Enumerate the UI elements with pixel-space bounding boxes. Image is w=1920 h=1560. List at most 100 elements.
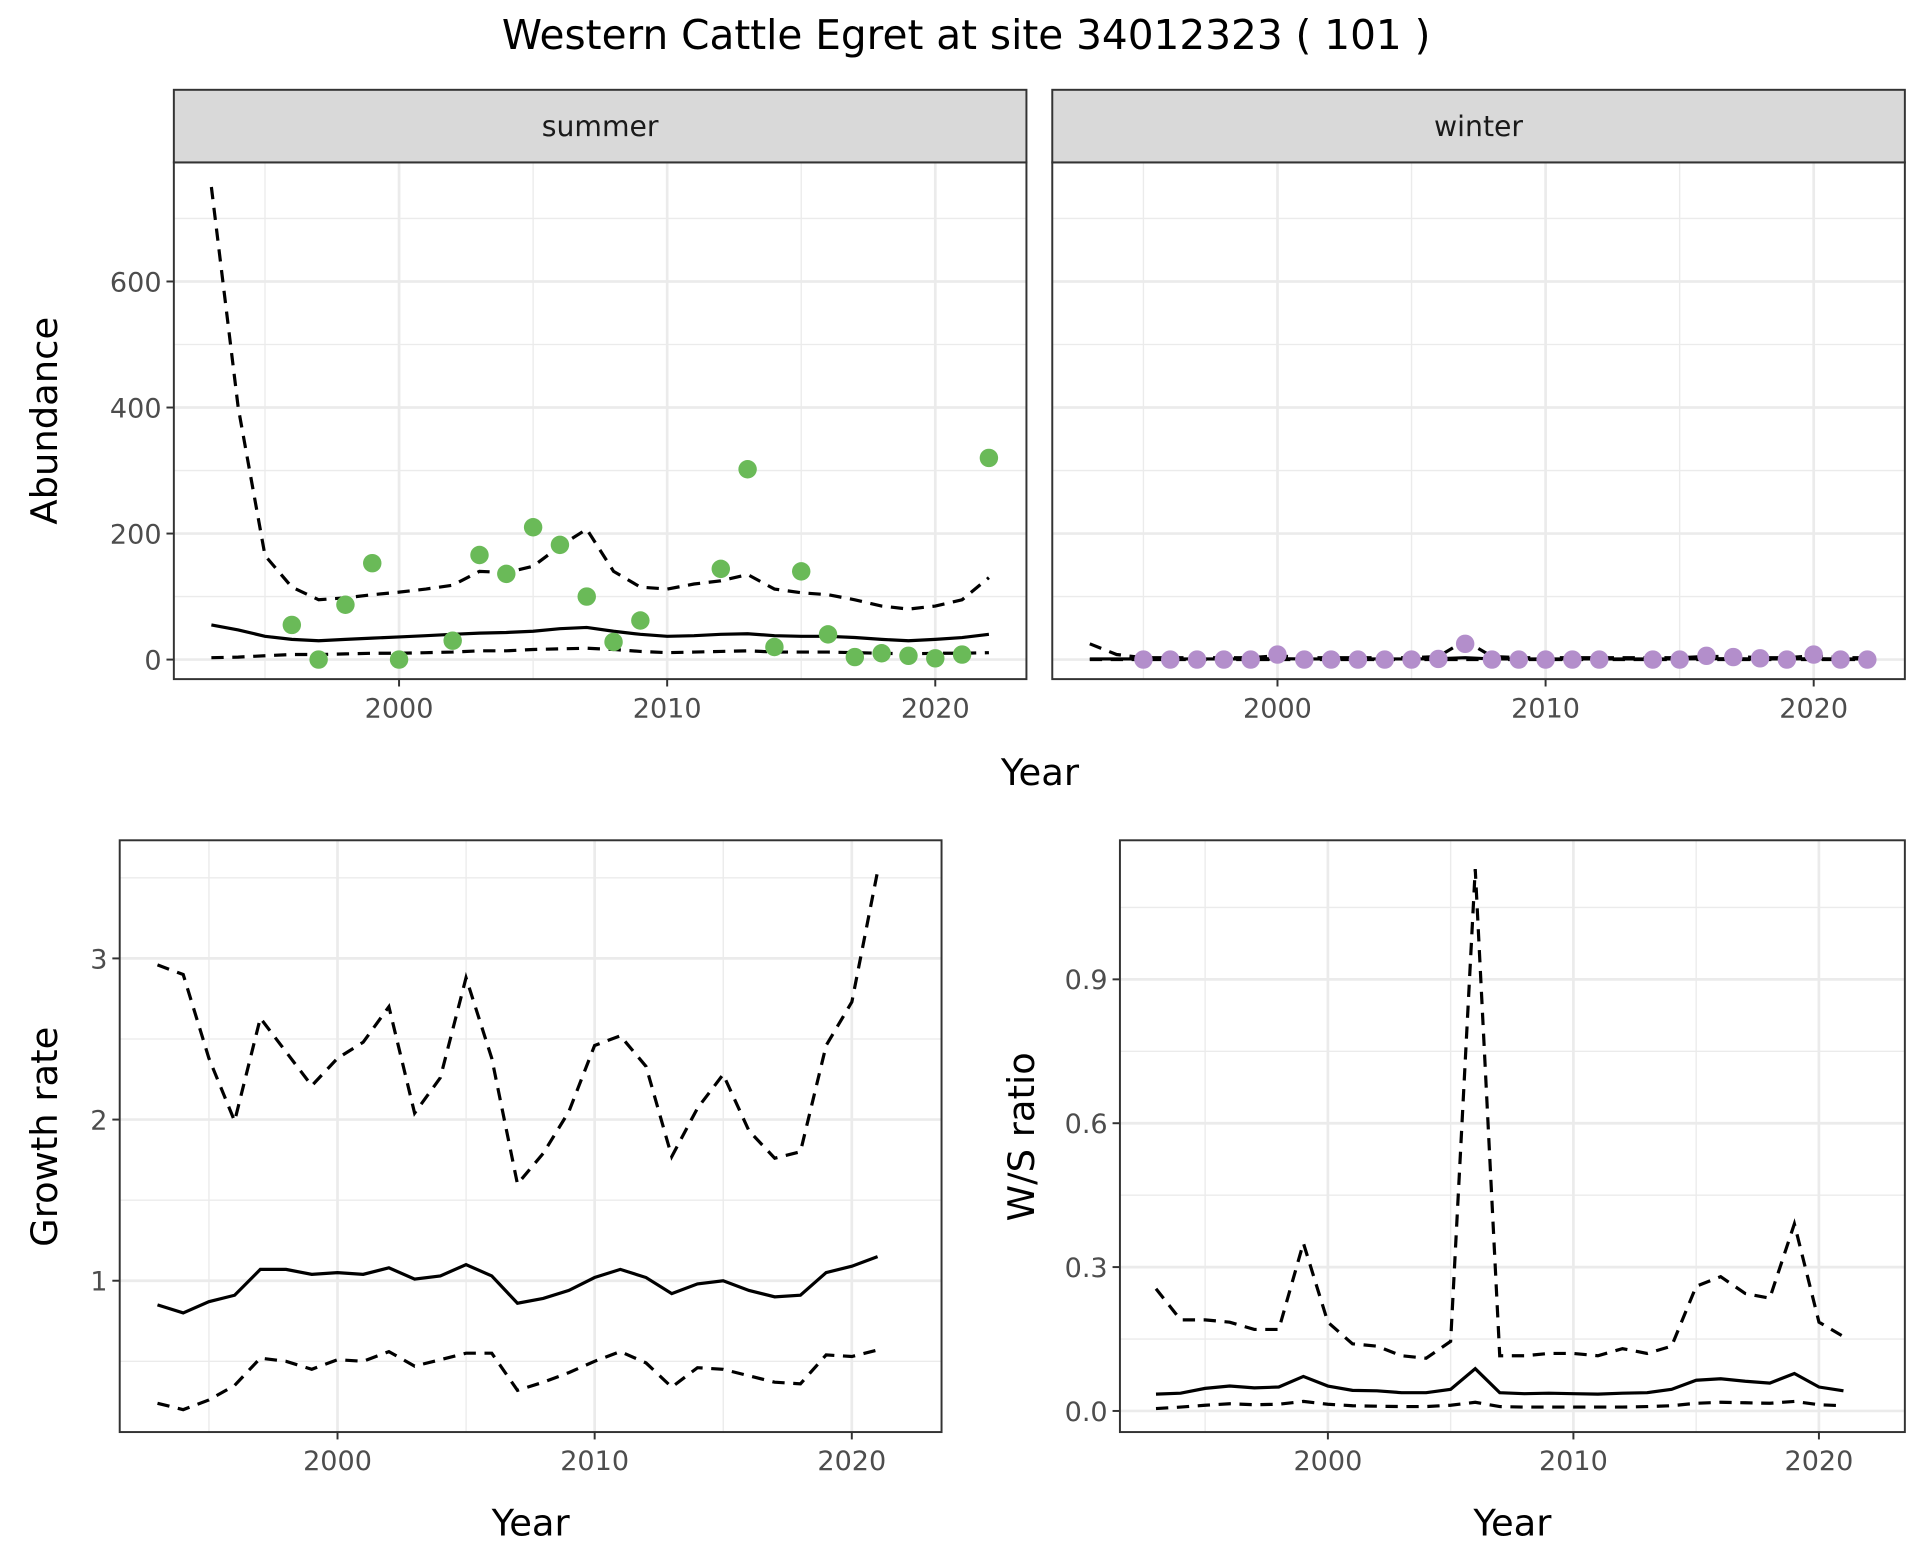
x-tick-label: 2020 [1785,1446,1854,1477]
x-tick-label: 2020 [901,693,970,724]
data-point [550,535,570,555]
data-point [1589,650,1609,669]
data-point [1455,634,1475,654]
y-tick-label: 400 [110,393,162,424]
data-point [711,559,731,579]
data-point [604,632,623,652]
data-point [1214,650,1234,669]
x-axis-label: Year [491,1501,571,1544]
strip-winter [1051,88,1906,164]
data-point [577,587,596,606]
y-axis-label: Growth rate [23,1027,66,1247]
x-tick-label: 2000 [1243,693,1312,724]
x-axis-label: Year [1472,1501,1552,1544]
series-lower [157,1348,878,1412]
data-point [1536,650,1555,669]
y-tick-label: 0.9 [1065,965,1108,996]
strip-label: winter [1434,110,1523,143]
data-point [979,448,999,468]
data-point [952,645,972,664]
data-point [443,631,462,650]
data-point [1750,649,1770,668]
strip-summer [172,88,1028,164]
data-point [363,553,382,573]
data-point [738,460,757,479]
x-axis-label: Year [1000,751,1080,794]
data-point [1268,645,1287,664]
data-point [1402,650,1421,669]
data-point [631,611,650,630]
data-point [1241,650,1260,669]
plot-background [119,840,942,1433]
data-point [1482,650,1502,669]
panel-ratio: 2000 2010 2020 0.0 0.3 0.6 0.9 W/S ratio Year [1000,839,1906,1544]
data-point [1777,650,1797,669]
data-point [899,646,918,666]
x-tick-label: 2020 [817,1446,886,1477]
data-point [309,650,328,669]
x-tick-label: 2000 [1293,1446,1362,1477]
data-point [1295,650,1314,669]
y-tick-label: 1 [90,1267,107,1298]
y-tick-label: 0.3 [1065,1253,1108,1284]
x-tick-label: 2010 [560,1446,629,1477]
y-tick-label: 3 [90,944,107,975]
x-tick-label: 2000 [365,693,434,724]
series-estimate [157,1255,879,1315]
data-point [1429,649,1448,669]
data-point [1348,650,1368,669]
data-point [336,595,355,614]
series-estimate [1155,1366,1844,1396]
data-point [1858,650,1877,669]
plot-background [1119,840,1905,1433]
strip-label: summer [542,110,659,143]
data-point [791,562,811,581]
series-upper [1154,868,1845,1360]
data-point [1321,650,1341,669]
chart-title: Western Cattle Egret at site 34012323 ( … [502,11,1431,59]
plot-background [1052,162,1905,680]
data-point [1804,645,1823,664]
y-tick-label: 2 [90,1105,107,1136]
x-tick-label: 2010 [633,693,702,724]
data-point [1563,650,1582,669]
y-tick-label: 0.6 [1065,1109,1108,1140]
data-point [872,644,891,663]
data-point [1831,650,1850,669]
series-estimate [211,623,990,643]
y-tick-label: 0 [144,645,161,676]
data-point [1134,650,1153,669]
data-point [765,637,784,657]
series-upper [156,871,880,1188]
plot-background [173,162,1027,680]
panel-border [118,839,943,1434]
y-axis-label: Abundance [23,317,66,525]
series-lower [1155,1399,1844,1411]
y-tick-label: 0.0 [1065,1397,1108,1428]
data-point [818,625,838,644]
panel-winter: winter 2000 2010 2020 [1051,88,1906,724]
data-point [845,647,865,667]
data-point [497,564,516,584]
data-point [282,615,302,635]
data-point [389,650,409,669]
data-point [523,518,543,537]
x-tick-label: 2000 [303,1446,372,1477]
data-point [1643,650,1663,669]
panel-growth: 2000 2010 2020 1 2 3 Growth rate Year [23,839,943,1544]
panel-summer: summer 2000 2010 2020 0 200 400 600 Abundance Yea… [23,88,1080,794]
y-tick-label: 200 [110,519,162,550]
data-point [1161,650,1180,669]
y-tick-label: 600 [110,267,162,298]
data-point [1509,650,1529,669]
data-point [926,649,945,668]
y-axis-label: W/S ratio [1000,1052,1043,1221]
data-point [1375,650,1394,669]
x-tick-label: 2020 [1779,693,1848,724]
panel-border [1118,839,1906,1434]
data-point [1187,650,1207,669]
data-point [470,545,489,565]
data-point [1697,646,1716,666]
series-lower [211,646,989,660]
